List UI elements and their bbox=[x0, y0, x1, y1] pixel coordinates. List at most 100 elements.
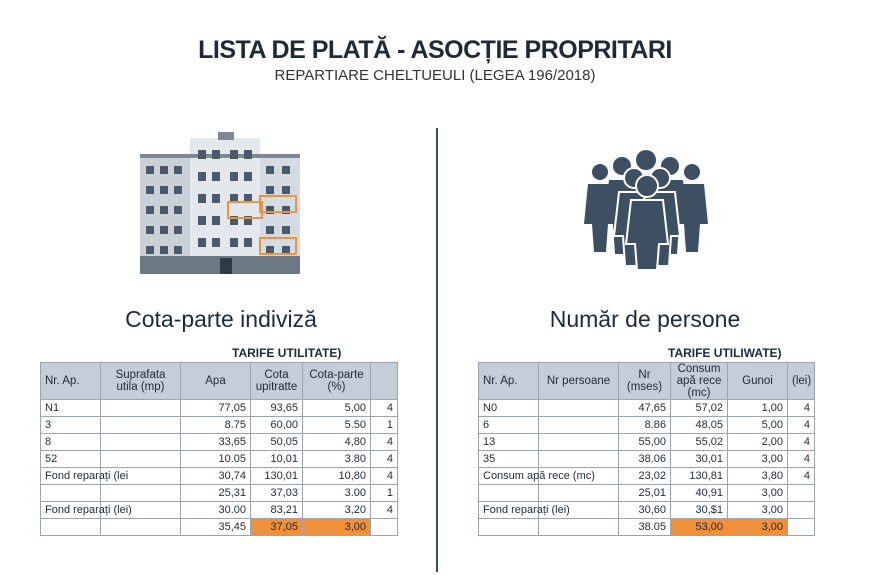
table-cell: 3,00 bbox=[727, 450, 788, 468]
column-header: Suprafata utila (mp) bbox=[100, 362, 181, 400]
table-cell: 3,00 bbox=[727, 484, 788, 502]
column-header: (lei) bbox=[787, 362, 815, 400]
table-row: N1 77,05 93,65 5,00 4 bbox=[40, 399, 398, 417]
table-cell bbox=[100, 518, 181, 536]
table-cell: 5,00 bbox=[727, 416, 788, 434]
table-cell: 3,80 bbox=[727, 467, 788, 485]
table-cell: 35,45 bbox=[180, 518, 251, 536]
table-cell: 38.05 bbox=[618, 518, 671, 536]
table-cell: 55,02 bbox=[670, 433, 728, 451]
table-row: 35 38.06 30,01 3,00 4 bbox=[478, 450, 815, 468]
column-header: Apa bbox=[180, 362, 251, 400]
table-cell: N0 bbox=[478, 399, 539, 417]
table-cell: 30,60 bbox=[618, 501, 671, 519]
table-row: 25,31 37,03 3.00 1 bbox=[40, 484, 398, 502]
table-cell bbox=[538, 518, 619, 536]
table-cell: 30,74 bbox=[180, 467, 251, 485]
table-cell: 30.00 bbox=[180, 501, 251, 519]
table-cell: 25,31 bbox=[180, 484, 251, 502]
table-cell bbox=[100, 450, 181, 468]
column-header: Nr persoane bbox=[538, 362, 619, 400]
table-cell: 37,05 bbox=[250, 518, 303, 536]
table-row: 6 8.86 48,05 5,00 4 bbox=[478, 416, 815, 434]
table-cell bbox=[538, 484, 619, 502]
table-cell: 4 bbox=[787, 450, 815, 468]
column-header bbox=[370, 362, 398, 400]
table-cell bbox=[100, 433, 181, 451]
table-cell bbox=[40, 484, 101, 502]
table-cell: 30,01 bbox=[670, 450, 728, 468]
table-cell: 4 bbox=[370, 467, 398, 485]
table-cell: 1 bbox=[370, 484, 398, 502]
table-cell: 52 bbox=[40, 450, 101, 468]
table-cell: 130,81 bbox=[670, 467, 728, 485]
table-cell bbox=[787, 484, 815, 502]
table-cell: 57,02 bbox=[670, 399, 728, 417]
divider bbox=[436, 128, 438, 572]
table-cell bbox=[538, 399, 619, 417]
table-cell: 4 bbox=[370, 501, 398, 519]
table-cell: 4 bbox=[370, 450, 398, 468]
table-cell: 30,$1 bbox=[670, 501, 728, 519]
table-row: N0 47,65 57,02 1,00 4 bbox=[478, 399, 815, 417]
table-cell: Fond reparați (lei) bbox=[478, 501, 570, 519]
column-header: Nr (mses) bbox=[618, 362, 671, 400]
table-cell bbox=[538, 416, 619, 434]
table-cell: 13 bbox=[478, 433, 539, 451]
table-row: 13 55,00 55,02 2,00 4 bbox=[478, 433, 815, 451]
building-icon bbox=[140, 132, 300, 274]
column-header: Consum apă rece (mc) bbox=[670, 362, 728, 400]
title: LISTA DE PLATĂ - ASOCȚIE PROPRITARI bbox=[198, 36, 672, 64]
table-cell: Fond reparați (lei bbox=[40, 467, 128, 485]
table-cell: 5,00 bbox=[302, 399, 371, 417]
table-cell: 35 bbox=[478, 450, 539, 468]
table-cell: 4,80 bbox=[302, 433, 371, 451]
table-cell: N1 bbox=[40, 399, 101, 417]
table-cell: 4 bbox=[787, 416, 815, 434]
table-cell: 33,65 bbox=[180, 433, 251, 451]
table-row: 52 10.05 10,01 3.80 4 bbox=[40, 450, 398, 468]
table-cell: 4 bbox=[370, 433, 398, 451]
table-row: Fond reparați (lei 30,74 130,01 10,80 4 bbox=[40, 467, 398, 485]
table-cell: 3,20 bbox=[302, 501, 371, 519]
section-heading: Număr de persone bbox=[549, 306, 741, 332]
table-cell: Fond reparați (lei) bbox=[40, 501, 132, 519]
table-cell: 4 bbox=[370, 399, 398, 417]
table-cell: 4 bbox=[787, 433, 815, 451]
table-cell: 53,00 bbox=[670, 518, 728, 536]
table-cell: 5.50 bbox=[302, 416, 371, 434]
table-row: Fond reparați (lei) 30,60 30,$1 3,00 bbox=[478, 501, 815, 519]
table-cell: 6 bbox=[478, 416, 539, 434]
table-cell: 3,00 bbox=[727, 518, 788, 536]
subtitle: REPARTIARE CHELTUEULI (LEGEA 196/2018) bbox=[274, 67, 596, 84]
table-cell bbox=[100, 484, 181, 502]
table-cell bbox=[40, 518, 101, 536]
table-cell: 23,02 bbox=[618, 467, 671, 485]
table-cell bbox=[538, 433, 619, 451]
table-row: Fond reparați (lei) 30.00 83,21 3,20 4 bbox=[40, 501, 398, 519]
table-caption: TARIFE UTILIWATE) bbox=[668, 346, 782, 360]
table-cell: 1 bbox=[370, 416, 398, 434]
table-cell bbox=[538, 450, 619, 468]
table-cell bbox=[478, 484, 539, 502]
table-cell bbox=[100, 416, 181, 434]
table-cell: 25,01 bbox=[618, 484, 671, 502]
table-cell: 3,00 bbox=[302, 518, 371, 536]
table-cell bbox=[370, 518, 398, 536]
table-cell: 130,01 bbox=[250, 467, 303, 485]
table-cell: 4 bbox=[787, 467, 815, 485]
table: Nr. Ap. Nr persoane Nr (mses) Consum apă re… bbox=[478, 362, 815, 536]
people-icon bbox=[584, 150, 708, 270]
table-cell: 37,03 bbox=[250, 484, 303, 502]
table-cell bbox=[100, 399, 181, 417]
table-cell: 10.05 bbox=[180, 450, 251, 468]
table-cell: 1,00 bbox=[727, 399, 788, 417]
table-cell: 77,05 bbox=[180, 399, 251, 417]
header-row: Nr. Ap. Suprafata utila (mp) Apa Cota upitr… bbox=[40, 362, 398, 400]
table-cell: 3.00 bbox=[302, 484, 371, 502]
table-cell: 3,00 bbox=[727, 501, 788, 519]
table-row: 8 33,65 50,05 4,80 4 bbox=[40, 433, 398, 451]
table-cell bbox=[787, 518, 815, 536]
column-header: Gunoi bbox=[727, 362, 788, 400]
